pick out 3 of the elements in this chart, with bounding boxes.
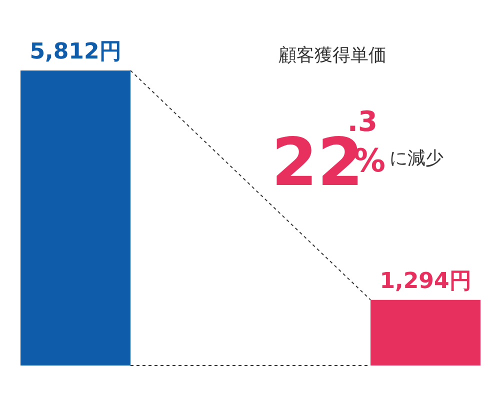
text: 顧客獲得単価 bbox=[278, 45, 386, 66]
data-label: 5,812円 bbox=[30, 40, 122, 64]
data-label: 1,294円 bbox=[380, 268, 472, 294]
